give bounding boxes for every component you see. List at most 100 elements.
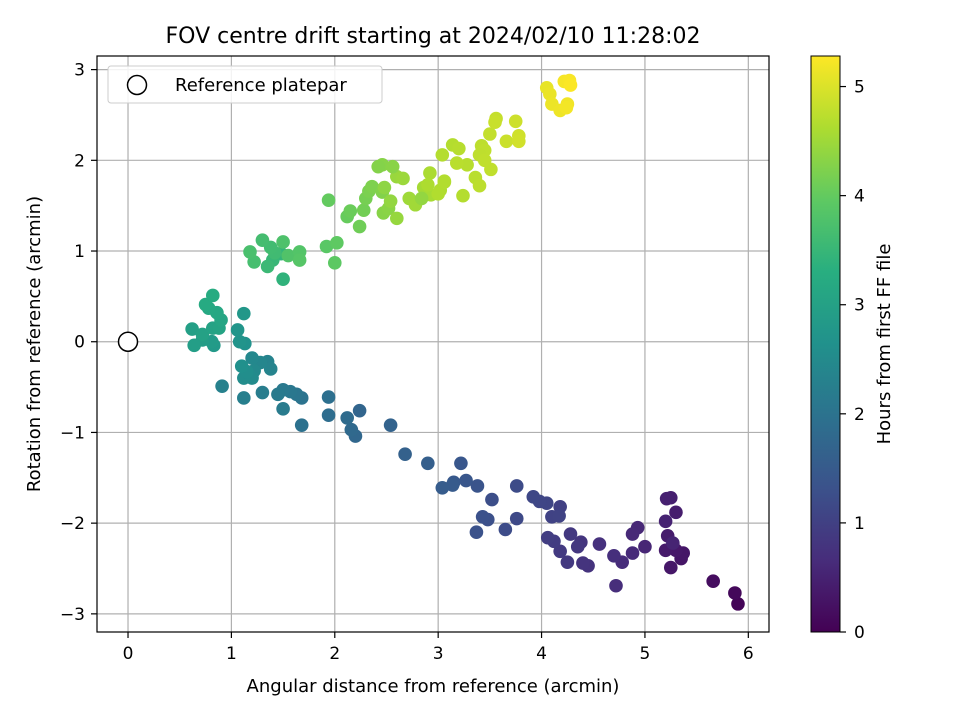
y-tick-label: −3 [60,605,85,625]
data-point [385,159,400,174]
data-point [321,390,336,404]
colorbar: 0 1 2 3 4 5 Hours from first FF file [810,55,895,643]
data-point [365,179,379,194]
data-point [383,194,398,208]
colorbar-label: Hours from first FF file [874,244,895,445]
legend-label-reference: Reference platepar [175,75,347,96]
data-point [260,259,275,274]
data-points [185,73,745,611]
data-point [319,239,334,254]
x-tick-label: 6 [743,644,754,664]
reference-marker-group [117,331,139,352]
data-point [488,115,502,130]
data-point [237,306,251,321]
data-point [281,248,296,263]
data-point [477,153,492,168]
colorbar-tick-label: 3 [854,296,865,316]
colorbar-tick-label: 5 [854,78,865,98]
data-point [396,171,410,186]
data-point [508,114,523,129]
y-tick-label: 3 [74,61,85,81]
y-tick-label: 0 [74,333,85,353]
data-point [321,193,336,208]
data-point [435,480,450,495]
data-point [485,492,499,507]
data-point [706,574,720,589]
legend-reference-marker [126,74,148,96]
data-point [553,544,567,559]
data-point [276,272,290,286]
data-point [352,219,367,234]
data-point [327,256,342,270]
data-point [237,391,251,405]
data-point [512,134,526,149]
data-point [666,536,680,550]
colorbar-tick-label: 0 [854,623,865,643]
data-point [659,491,674,506]
data-point [445,478,460,492]
y-tick-label: −1 [60,423,85,443]
x-axis-label: Angular distance from reference (arcmin) [247,676,620,697]
data-point [460,158,474,172]
data-point [243,245,257,259]
data-point [187,338,201,353]
colorbar-gradient [810,55,841,633]
data-point [658,514,673,529]
data-point [663,560,678,575]
data-point [563,527,578,541]
data-point [195,327,210,342]
data-point [423,166,437,180]
data-point [552,509,566,523]
data-point [470,479,485,493]
data-point [245,351,259,365]
data-point [483,127,497,141]
data-point [421,178,435,192]
data-point [390,211,404,226]
x-tick-label: 3 [433,644,444,664]
data-point [352,403,367,418]
data-point [509,511,524,526]
x-axis-ticks: 0 1 2 3 4 5 6 [123,632,754,664]
data-point [340,411,354,425]
data-point [499,134,514,149]
data-point [383,418,398,432]
data-point [321,408,336,423]
data-point [377,180,392,195]
data-point [344,422,359,437]
data-point [294,418,309,432]
data-point [728,586,742,600]
data-point [459,473,473,488]
x-tick-label: 4 [536,644,547,664]
data-point [559,100,574,115]
data-point [540,530,555,545]
data-point [625,546,640,560]
data-point [292,253,307,267]
y-axis-label: Rotation from reference (arcmin) [24,196,45,492]
data-point [560,555,575,569]
data-point [435,148,450,162]
x-tick-label: 1 [226,644,237,664]
data-point [215,379,229,393]
data-point [498,522,513,537]
data-point [421,456,435,471]
data-point [234,359,249,374]
data-point [263,362,278,376]
data-point [198,297,213,312]
data-point [563,78,578,92]
data-point [414,191,429,206]
y-axis-ticks: −3 −2 −1 0 1 2 3 [60,61,97,625]
data-point [437,175,452,189]
data-point [638,539,652,554]
data-point [625,527,640,541]
reference-marker [117,331,139,352]
data-point [230,323,245,337]
data-point [271,387,285,402]
data-point [205,288,220,303]
x-tick-label: 2 [329,644,340,664]
data-point [472,178,487,193]
colorbar-ticks: 0 1 2 3 4 5 [840,78,865,643]
data-point [669,505,683,520]
colorbar-tick-label: 1 [854,514,865,534]
data-point [398,447,412,462]
